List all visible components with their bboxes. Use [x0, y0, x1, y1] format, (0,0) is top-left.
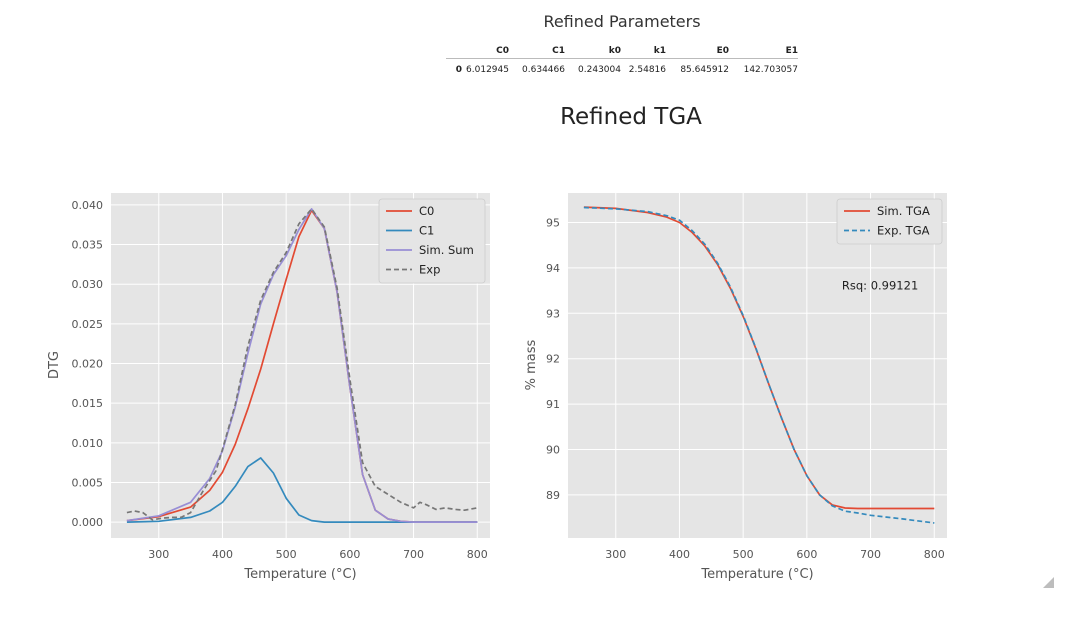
legend-label-1: Exp. TGA — [877, 224, 930, 238]
x-tick-label-2: 500 — [733, 548, 754, 561]
y-tick-label-3: 92 — [546, 353, 560, 366]
legend-label-0: C0 — [419, 204, 434, 218]
x-axis-label: Temperature (°C) — [243, 567, 356, 582]
cell-e0: 85.645912 — [680, 65, 729, 75]
y-tick-label-5: 94 — [546, 262, 560, 275]
legend-box — [378, 198, 486, 284]
y-axis-label: DTG — [47, 351, 62, 379]
column-header-c0: C0 — [462, 44, 509, 59]
x-tick-label-5: 800 — [467, 548, 488, 561]
y-tick-label-6: 95 — [546, 217, 560, 230]
dtg-chart: 300 400 500 600 700 800 0.000 0.005 0.010 0.015 0.… — [47, 193, 490, 582]
y-tick-label-4: 0.020 — [72, 358, 104, 371]
x-tick-label-2: 500 — [276, 548, 297, 561]
cell-k0: 0.243004 — [578, 65, 621, 75]
table-caption: Refined Parameters — [543, 12, 701, 31]
legend-label-2: Sim. Sum — [419, 243, 474, 257]
column-header-k0: k0 — [565, 44, 621, 59]
resize-handle[interactable] — [1043, 577, 1054, 588]
y-tick-label-1: 90 — [546, 443, 560, 456]
cell-e1: 142.703057 — [743, 65, 798, 75]
cell-c1: 0.634466 — [522, 65, 565, 75]
x-tick-label-0: 300 — [605, 548, 626, 561]
table-row: 0 6.012945 0.634466 0.243004 2.54816 85.… — [446, 59, 798, 78]
rsq-annotation: Rsq: 0.99121 — [842, 279, 918, 293]
plot-background — [568, 193, 947, 538]
cell-c0: 6.012945 — [466, 65, 509, 75]
y-tick-label-4: 93 — [546, 307, 560, 320]
table-header-row: C0 C1 k0 k1 E0 E1 — [446, 44, 798, 59]
y-tick-label-3: 0.015 — [72, 397, 104, 410]
x-tick-label-1: 400 — [212, 548, 233, 561]
y-tick-label-1: 0.005 — [72, 476, 104, 489]
x-tick-label-4: 700 — [860, 548, 881, 561]
x-tick-label-5: 800 — [924, 548, 945, 561]
column-header-e0: E0 — [666, 44, 729, 59]
y-tick-label-2: 91 — [546, 398, 560, 411]
row-index: 0 — [455, 65, 462, 75]
y-axis-label: % mass — [524, 339, 539, 390]
figure-title: Refined TGA — [560, 104, 702, 130]
y-tick-label-6: 0.030 — [72, 278, 104, 291]
x-tick-label-1: 400 — [669, 548, 690, 561]
series-line-exp-tga — [583, 206, 935, 524]
x-tick-label-0: 300 — [148, 548, 169, 561]
series-line-sim-sum — [126, 208, 478, 523]
x-tick-label-3: 600 — [339, 548, 360, 561]
y-tick-label-5: 0.025 — [72, 318, 104, 331]
y-tick-label-0: 89 — [546, 489, 560, 502]
y-tick-label-7: 0.035 — [72, 239, 104, 252]
column-header-e1: E1 — [729, 44, 798, 59]
series-line-c1 — [126, 457, 478, 523]
y-tick-label-8: 0.040 — [72, 199, 104, 212]
legend-label-3: Exp — [419, 263, 440, 277]
cell-k1: 2.54816 — [628, 65, 666, 75]
x-axis-label: Temperature (°C) — [700, 567, 813, 582]
column-header-index — [446, 44, 462, 59]
y-tick-label-2: 0.010 — [72, 437, 104, 450]
legend-label-0: Sim. TGA — [877, 204, 930, 218]
x-tick-label-4: 700 — [403, 548, 424, 561]
y-tick-label-0: 0.000 — [72, 516, 104, 529]
refined-parameters-table: C0 C1 k0 k1 E0 E1 0 6.012945 0.634466 0.… — [446, 44, 798, 77]
series-line-exp — [126, 208, 478, 521]
x-tick-label-3: 600 — [796, 548, 817, 561]
legend-label-1: C1 — [419, 224, 434, 238]
column-header-k1: k1 — [621, 44, 666, 59]
column-header-c1: C1 — [509, 44, 565, 59]
tga-chart: 300 400 500 600 700 800 89 90 91 92 93 94 95 Temperat… — [524, 193, 947, 582]
